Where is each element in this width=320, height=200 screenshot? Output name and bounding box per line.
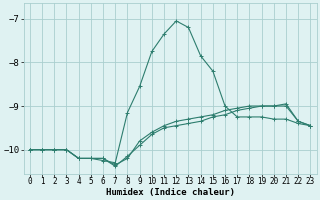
- X-axis label: Humidex (Indice chaleur): Humidex (Indice chaleur): [106, 188, 235, 197]
